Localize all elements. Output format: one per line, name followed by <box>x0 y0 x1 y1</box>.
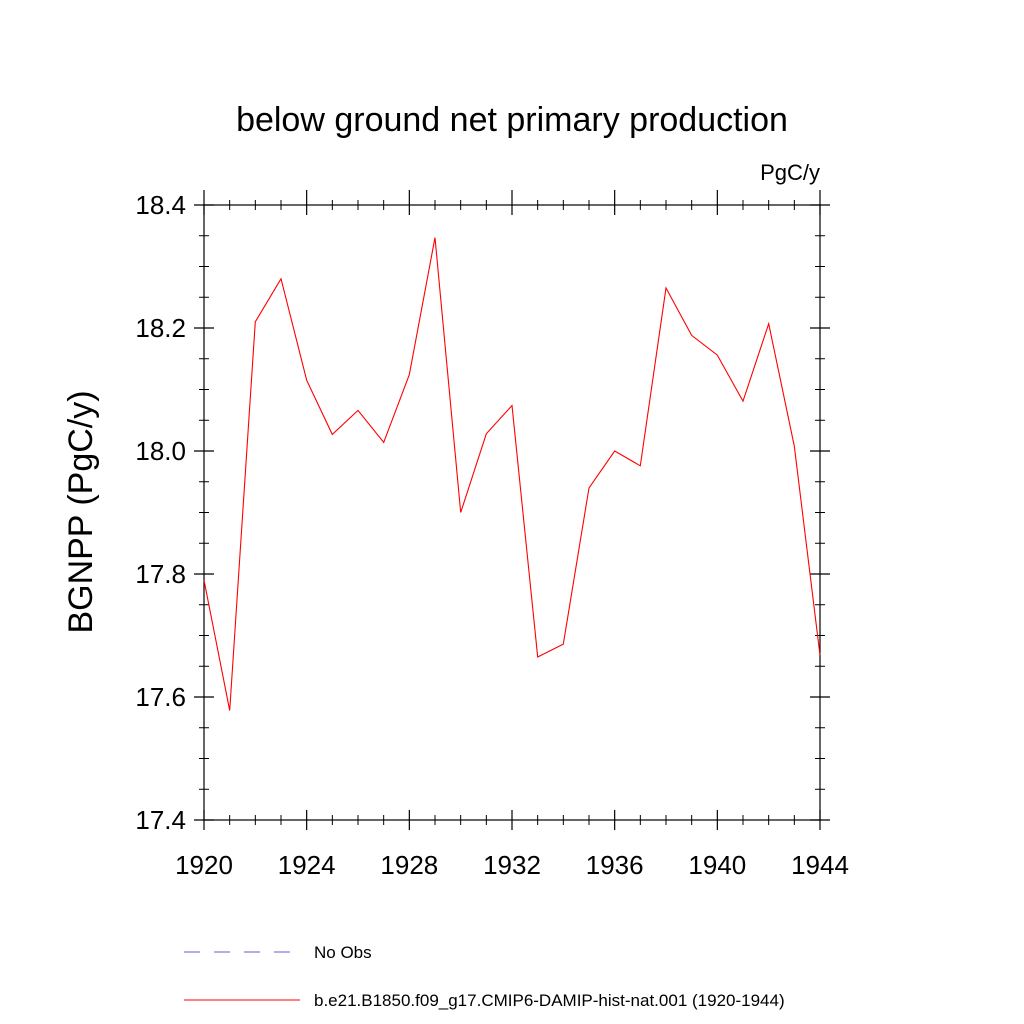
x-tick-label: 1936 <box>586 850 644 880</box>
legend-label: No Obs <box>314 943 372 962</box>
y-tick-label: 18.4 <box>135 190 186 220</box>
y-tick-label: 18.2 <box>135 313 186 343</box>
x-major-ticks <box>203 190 821 830</box>
series-line <box>203 237 821 711</box>
y-tick-labels: 17.4 17.6 17.8 18.0 18.2 18.4 <box>135 190 186 835</box>
x-tick-label: 1940 <box>688 850 746 880</box>
units-label: PgC/y <box>760 160 820 185</box>
y-minor-ticks <box>199 235 825 790</box>
x-tick-label: 1932 <box>483 850 541 880</box>
plot-frame <box>203 204 821 821</box>
y-major-ticks <box>194 204 830 821</box>
x-tick-label: 1944 <box>791 850 849 880</box>
x-tick-labels: 1920 1924 1928 1932 1936 1940 1944 <box>175 850 849 880</box>
legend: No Obs b.e21.B1850.f09_g17.CMIP6-DAMIP-hi… <box>184 943 785 1010</box>
chart-title: below ground net primary production <box>236 101 788 139</box>
y-axis-title: BGNPP (PgC/y) <box>62 390 100 633</box>
series-layer <box>203 237 821 711</box>
y-tick-label: 17.8 <box>135 559 186 589</box>
x-minor-ticks <box>229 200 795 825</box>
legend-label: b.e21.B1850.f09_g17.CMIP6-DAMIP-hist-nat… <box>314 991 785 1010</box>
x-tick-label: 1920 <box>175 850 233 880</box>
x-tick-label: 1928 <box>380 850 438 880</box>
y-tick-label: 17.6 <box>135 682 186 712</box>
y-tick-label: 17.4 <box>135 805 186 835</box>
y-tick-label: 18.0 <box>135 436 186 466</box>
x-tick-label: 1924 <box>278 850 336 880</box>
